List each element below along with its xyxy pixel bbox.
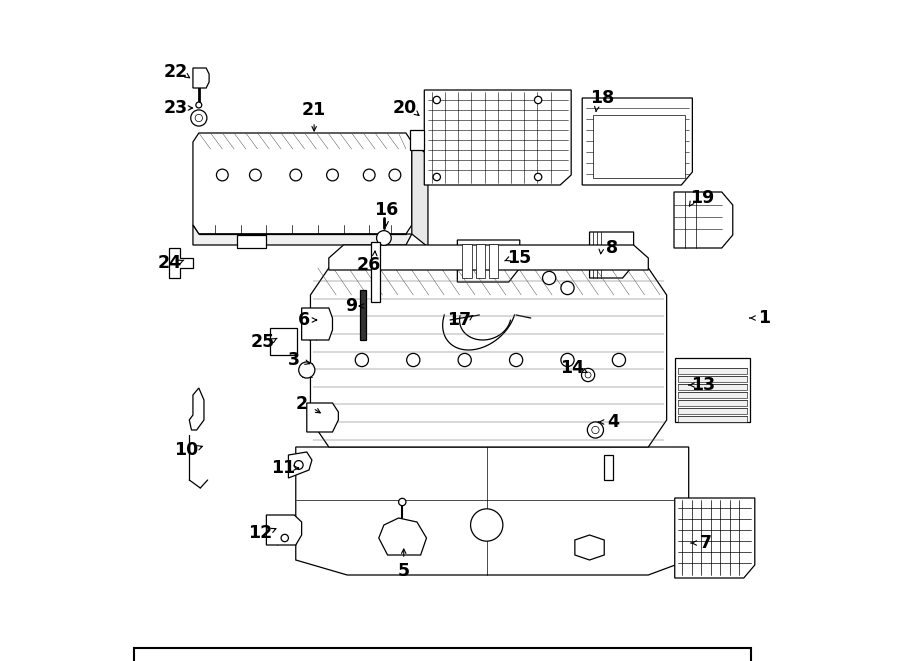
Text: 20: 20 [392, 99, 417, 117]
Circle shape [196, 102, 202, 108]
Polygon shape [678, 384, 747, 390]
Text: 14: 14 [560, 359, 584, 377]
Circle shape [249, 169, 261, 181]
Polygon shape [678, 392, 747, 398]
Text: 19: 19 [689, 189, 714, 207]
Text: 22: 22 [163, 63, 187, 81]
Text: 17: 17 [446, 311, 471, 329]
Circle shape [281, 534, 288, 541]
Polygon shape [270, 328, 297, 355]
Circle shape [588, 422, 604, 438]
Circle shape [543, 272, 556, 285]
Polygon shape [288, 452, 312, 478]
Text: 21: 21 [302, 101, 327, 119]
Circle shape [356, 354, 368, 367]
Circle shape [561, 354, 574, 367]
Polygon shape [590, 232, 634, 278]
Text: 18: 18 [590, 89, 614, 107]
Polygon shape [463, 244, 472, 278]
Polygon shape [266, 515, 302, 545]
Text: 1: 1 [759, 309, 770, 327]
Text: 11: 11 [271, 459, 295, 477]
Polygon shape [296, 447, 688, 575]
Polygon shape [476, 244, 485, 278]
Circle shape [612, 354, 625, 367]
Polygon shape [575, 535, 604, 560]
Text: 8: 8 [606, 239, 617, 257]
Polygon shape [310, 268, 667, 447]
Circle shape [299, 362, 315, 378]
Text: 15: 15 [507, 249, 531, 267]
Circle shape [535, 173, 542, 180]
Polygon shape [360, 290, 366, 340]
Text: 3: 3 [288, 351, 300, 369]
Text: 13: 13 [691, 376, 716, 394]
Circle shape [327, 169, 338, 181]
Polygon shape [593, 115, 685, 178]
Circle shape [191, 110, 207, 126]
Circle shape [433, 173, 440, 180]
Text: 12: 12 [248, 524, 273, 542]
Text: 26: 26 [357, 256, 382, 274]
Circle shape [364, 169, 375, 181]
Circle shape [407, 354, 420, 367]
Text: 7: 7 [699, 534, 712, 552]
Circle shape [433, 97, 440, 104]
Polygon shape [307, 403, 338, 432]
Text: 23: 23 [163, 99, 187, 117]
Text: 10: 10 [175, 441, 199, 459]
Polygon shape [674, 192, 733, 248]
Circle shape [585, 372, 591, 378]
Text: 2: 2 [295, 395, 308, 413]
Text: 5: 5 [398, 562, 410, 580]
Polygon shape [302, 308, 332, 340]
Circle shape [509, 354, 523, 367]
Text: 25: 25 [250, 333, 274, 351]
Polygon shape [412, 142, 428, 247]
Polygon shape [678, 416, 747, 422]
Circle shape [294, 461, 303, 469]
Polygon shape [678, 368, 747, 374]
Polygon shape [193, 68, 209, 88]
Polygon shape [193, 225, 412, 245]
Polygon shape [193, 133, 412, 234]
Circle shape [535, 97, 542, 104]
FancyBboxPatch shape [134, 648, 752, 661]
Polygon shape [678, 376, 747, 382]
Text: 4: 4 [607, 413, 619, 431]
Polygon shape [410, 130, 424, 150]
Polygon shape [379, 518, 427, 555]
Polygon shape [237, 235, 266, 248]
Circle shape [389, 169, 400, 181]
Polygon shape [678, 400, 747, 406]
Polygon shape [169, 248, 193, 278]
Text: 6: 6 [298, 311, 310, 329]
Polygon shape [675, 498, 755, 578]
Polygon shape [424, 90, 572, 185]
Circle shape [216, 169, 229, 181]
Circle shape [581, 368, 595, 381]
Polygon shape [371, 242, 380, 302]
Circle shape [471, 509, 503, 541]
Polygon shape [328, 245, 648, 270]
Polygon shape [489, 244, 499, 278]
Circle shape [399, 498, 406, 506]
Polygon shape [675, 358, 750, 422]
Text: 16: 16 [374, 201, 398, 219]
Circle shape [591, 426, 599, 434]
Polygon shape [189, 388, 204, 430]
Circle shape [290, 169, 302, 181]
Text: 24: 24 [158, 254, 182, 272]
Circle shape [561, 282, 574, 295]
Polygon shape [604, 455, 613, 480]
Circle shape [458, 354, 472, 367]
Polygon shape [678, 408, 747, 414]
Circle shape [195, 114, 203, 122]
Circle shape [376, 231, 392, 245]
Polygon shape [457, 240, 520, 282]
Polygon shape [582, 98, 692, 185]
Text: 9: 9 [345, 297, 357, 315]
